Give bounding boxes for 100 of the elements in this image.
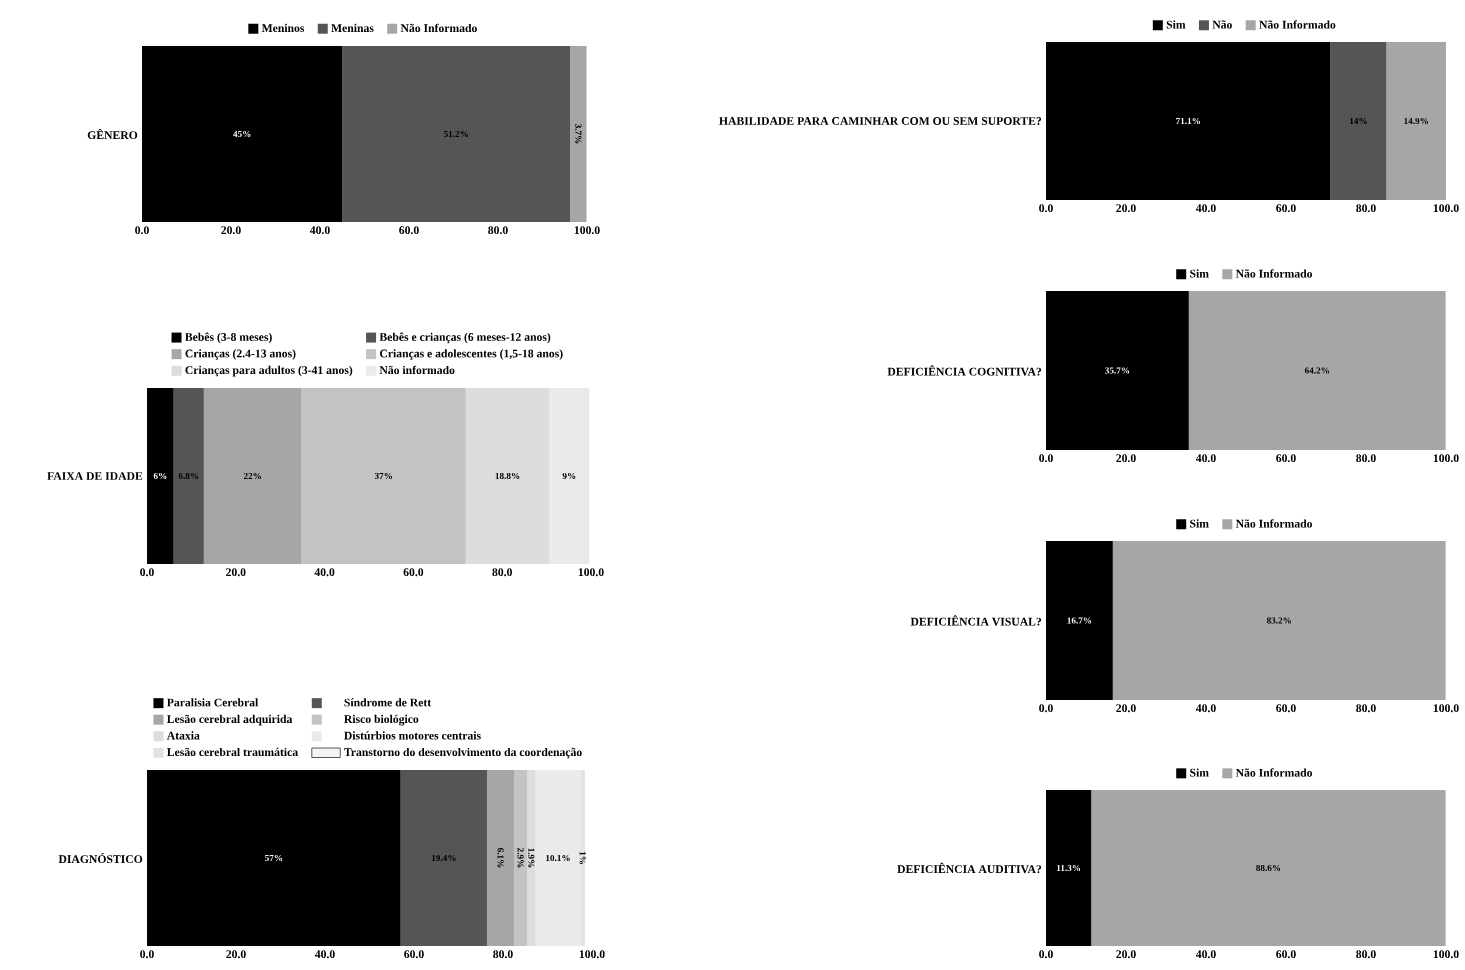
y-tick-label: HABILIDADE PARA CAMINHAR COM OU SEM SUPORTE? (719, 117, 1042, 125)
x-tick-label: 80.0 (1356, 704, 1376, 713)
x-tick-label: 100.0 (1433, 454, 1459, 463)
data-label: 18.8% (495, 472, 520, 480)
legend-label: Crianças (2.4-13 anos) (185, 349, 296, 360)
x-tick-label: 20.0 (1116, 704, 1136, 713)
legend-label: Crianças e adolescentes (1,5-18 anos) (379, 349, 563, 360)
bar (486, 769, 515, 946)
data-label: 16.7% (1067, 617, 1092, 624)
legend-label: Meninas (331, 23, 374, 32)
x-tick-label: 0.0 (1039, 204, 1053, 213)
x-tick-label: 0.0 (140, 950, 154, 959)
legend-label: Bebês (3-8 meses) (185, 332, 272, 344)
bar (173, 387, 204, 564)
data-label: 22% (243, 472, 261, 480)
x-tick-label: 40.0 (314, 568, 335, 577)
bar (535, 769, 581, 946)
legend-label: Sim (1190, 519, 1209, 528)
legend-label: Não (1212, 20, 1232, 29)
x-tick-label: 60.0 (403, 568, 424, 577)
x-tick-label: 80.0 (1356, 204, 1376, 213)
x-tick-label: 20.0 (1116, 204, 1136, 213)
bar (1046, 42, 1331, 200)
x-tick-label: 60.0 (1276, 950, 1296, 959)
y-tick-label: DEFICIÊNCIA VISUAL? (910, 615, 1042, 626)
bar (527, 769, 536, 946)
bar (342, 45, 571, 222)
bar (514, 769, 528, 946)
legend-label: Não Informado (1235, 768, 1313, 777)
legend-label: Lesão cerebral adquirida (167, 714, 293, 726)
data-label: 14% (1349, 117, 1367, 125)
data-label: 83.2% (1266, 617, 1291, 624)
y-tick-label: DEFICIÊNCIA AUDITIVA? (897, 862, 1042, 874)
x-tick-label: 20.0 (226, 568, 246, 577)
y-tick-label: DEFICIÊNCIA COGNITIVA? (887, 365, 1042, 376)
legend-label: Não Informado (1235, 269, 1313, 278)
legend-label: Bebês e crianças (6 meses-12 anos) (379, 332, 551, 344)
x-tick-label: 20.0 (1116, 454, 1136, 463)
legend-label: Transtorno do desenvolvimento da coordenação (344, 747, 582, 759)
data-label: 1.9% (528, 848, 535, 868)
y-tick-label: FAIXA DE IDADE (47, 472, 143, 480)
legend-label: Sim (1190, 269, 1209, 278)
x-tick-label: 80.0 (1356, 454, 1376, 463)
x-tick-label: 60.0 (404, 950, 424, 959)
x-tick-label: 40.0 (1195, 454, 1216, 463)
x-tick-label: 100.0 (1433, 950, 1459, 959)
x-tick-label: 60.0 (1276, 204, 1296, 213)
x-tick-label: 60.0 (399, 226, 419, 235)
legend-label: Risco biológico (344, 714, 419, 726)
x-tick-label: 80.0 (492, 568, 512, 577)
x-tick-label: 20.0 (1116, 950, 1136, 959)
x-tick-label: 80.0 (1356, 950, 1376, 959)
legend-label: Lesão cerebral traumática (167, 747, 298, 757)
bar (203, 387, 302, 564)
data-label: 19.4% (431, 854, 456, 862)
x-tick-label: 20.0 (226, 950, 246, 959)
bar (142, 45, 343, 222)
data-label: 51.2% (443, 130, 468, 138)
x-tick-label: 40.0 (309, 226, 330, 235)
legend-label: Não Informado (1259, 20, 1336, 29)
x-tick-label: 0.0 (140, 568, 154, 577)
x-tick-label: 0.0 (1039, 704, 1053, 713)
bar (147, 387, 174, 564)
x-tick-label: 40.0 (314, 950, 335, 959)
legend-label: Não Informado (400, 23, 477, 33)
data-label: 3.7% (575, 124, 582, 144)
data-label: 35.7% (1105, 367, 1130, 374)
data-label: 71.1% (1176, 117, 1200, 125)
legend-label: Sim (1166, 20, 1186, 29)
x-tick-label: 80.0 (493, 950, 513, 959)
data-label: 57% (265, 854, 283, 862)
legend-label: Sim (1190, 768, 1209, 777)
x-tick-label: 100.0 (578, 568, 604, 577)
data-label: 1% (579, 851, 586, 865)
x-tick-label: 40.0 (1195, 950, 1216, 959)
bar (570, 45, 587, 222)
data-label: 14.9% (1404, 117, 1428, 125)
legend-label: Meninos (261, 23, 305, 32)
x-tick-label: 40.0 (1195, 204, 1216, 213)
x-tick-label: 100.0 (574, 226, 600, 235)
data-label: 10.1% (546, 854, 570, 862)
data-label: 6.1% (497, 847, 504, 868)
data-label: 37% (374, 472, 392, 480)
x-tick-label: 80.0 (488, 226, 508, 235)
data-label: 9% (562, 472, 576, 480)
data-label: 11.3% (1056, 864, 1081, 872)
bar (147, 769, 401, 946)
data-label: 45% (233, 130, 251, 138)
x-tick-label: 0.0 (135, 226, 149, 235)
data-label: 6.8% (178, 472, 199, 480)
data-label: 2.9% (517, 848, 524, 868)
x-tick-label: 0.0 (1039, 950, 1053, 959)
bar (1386, 42, 1447, 200)
bar (549, 387, 590, 564)
legend-label: Distúrbios motores centrais (344, 731, 481, 740)
legend-label: Síndrome de Rett (344, 698, 432, 707)
legend-label: Não informado (379, 365, 455, 375)
x-tick-label: 40.0 (1195, 704, 1216, 713)
legend-label: Crianças para adultos (3-41 anos) (185, 365, 353, 377)
x-tick-label: 20.0 (221, 226, 241, 235)
